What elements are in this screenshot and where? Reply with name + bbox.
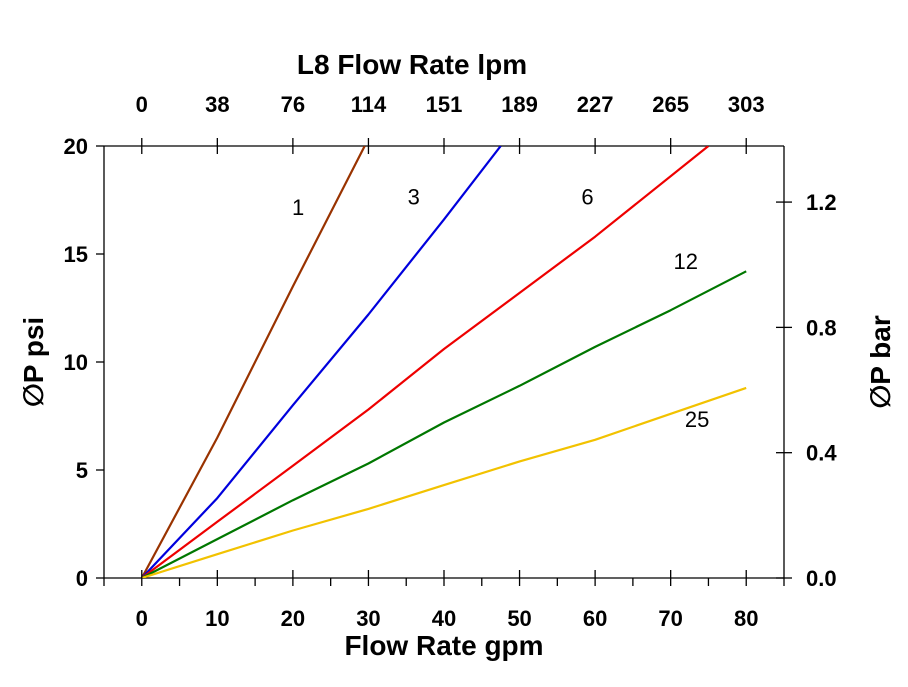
top-tick-label: 114: [351, 92, 387, 117]
series-line-12: [141, 270, 747, 578]
series-line-6: [141, 146, 710, 578]
top-tick-label: 151: [426, 92, 463, 117]
y-tick-label: 20: [64, 134, 88, 159]
series-label-6: 6: [581, 184, 593, 209]
x-tick-label: 0: [136, 606, 148, 631]
series-label-1: 1: [292, 195, 304, 220]
y2-tick-label: 1.2: [806, 190, 837, 215]
chart-title: L8 Flow Rate lpm: [297, 49, 527, 80]
series-line-3: [141, 146, 502, 578]
top-tick-label: 227: [577, 92, 614, 117]
series-label-25: 25: [685, 407, 709, 432]
series-label-3: 3: [408, 184, 420, 209]
top-tick-label: 76: [281, 92, 305, 117]
x-tick-label: 80: [734, 606, 758, 631]
series-label-12: 12: [674, 249, 698, 274]
series-line-1: [140, 146, 366, 578]
top-tick-label: 38: [205, 92, 229, 117]
x-tick-label: 20: [281, 606, 305, 631]
y2-tick-label: 0.4: [806, 441, 837, 466]
top-tick-label: 265: [652, 92, 689, 117]
top-tick-label: 303: [728, 92, 765, 117]
series-group: [140, 146, 747, 578]
x-tick-label: 60: [583, 606, 607, 631]
y2-tick-label: 0.8: [806, 315, 837, 340]
top-tick-label: 189: [501, 92, 538, 117]
top-tick-label: 0: [136, 92, 148, 117]
x-tick-label: 10: [205, 606, 229, 631]
x-tick-label: 40: [432, 606, 456, 631]
y2-tick-label: 0.0: [806, 566, 837, 591]
y-tick-label: 15: [64, 242, 88, 267]
y-tick-label: 5: [76, 458, 88, 483]
x-tick-label: 50: [507, 606, 531, 631]
x-axis-title: Flow Rate gpm: [344, 630, 543, 661]
y-tick-label: 0: [76, 566, 88, 591]
y-tick-label: 10: [64, 350, 88, 375]
y2-axis-title: ∅P bar: [865, 315, 896, 409]
y-axis-title: ∅P psi: [18, 317, 49, 407]
series-line-25: [141, 386, 747, 578]
x-tick-label: 70: [658, 606, 682, 631]
x-tick-label: 30: [356, 606, 380, 631]
